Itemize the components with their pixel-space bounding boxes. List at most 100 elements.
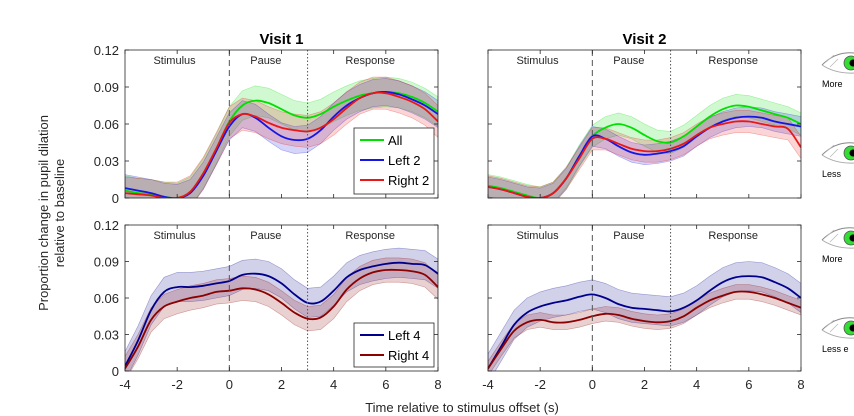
chart-panel-1: Stimulus Pause Response 0.12 0.09 0.06 0.03 0 Vi… — [94, 31, 439, 206]
y-tick-label: 0 — [112, 191, 119, 206]
x-tick-label: 8 — [797, 377, 804, 392]
eye-lid-bottom — [821, 154, 854, 164]
legend-entry: Left 4 — [388, 328, 421, 343]
eye-pupil — [849, 59, 854, 67]
plot-area — [125, 247, 438, 371]
error-band-left-2 — [125, 78, 438, 198]
x-tick-label: 6 — [745, 377, 752, 392]
phase-label: Response — [708, 230, 758, 242]
eye-lid-top — [821, 317, 854, 331]
eye-lashes — [825, 144, 839, 158]
x-tick-label: 0 — [589, 377, 596, 392]
y-tick-label: 0.06 — [94, 291, 119, 306]
series-line-right-2 — [488, 120, 801, 198]
side-label: More — [822, 254, 843, 264]
phase-label: Stimulus — [516, 55, 559, 67]
side-label: Less — [822, 169, 842, 179]
series-line-left-4 — [125, 261, 438, 367]
error-band-left-2 — [488, 106, 801, 198]
phase-label: Response — [708, 55, 758, 67]
x-tick-label: -2 — [534, 377, 546, 392]
eye-lashes — [825, 319, 839, 333]
eye-iris — [843, 55, 854, 71]
y-tick-label: 0.06 — [94, 117, 119, 132]
x-tick-label: -4 — [119, 377, 131, 392]
error-band-right-2 — [125, 76, 438, 198]
legend: Left 4 Right 4 — [353, 322, 435, 368]
x-tick-label: 4 — [330, 377, 337, 392]
eye-icon: Less e — [821, 317, 854, 354]
series-line-left-2 — [125, 90, 438, 198]
legend-box — [353, 322, 435, 368]
x-tick-label: 0 — [226, 377, 233, 392]
eye-lashes — [825, 229, 839, 243]
x-tick-label: 4 — [693, 377, 700, 392]
series-line-right-2 — [125, 91, 438, 198]
x-axis-label: Time relative to stimulus offset (s) — [365, 400, 559, 415]
plot-area — [125, 76, 438, 198]
plot-area — [488, 261, 801, 371]
series-line-left-4 — [488, 275, 801, 370]
legend-entry: Left 2 — [388, 153, 421, 168]
phase-label: Stimulus — [516, 230, 559, 242]
x-tick-label: 8 — [434, 377, 441, 392]
phase-label: Response — [345, 230, 395, 242]
eye-lid-bottom — [821, 329, 854, 339]
phase-label: Response — [345, 55, 395, 67]
x-tick-label: 2 — [278, 377, 285, 392]
phase-label: Pause — [250, 55, 281, 67]
eye-lashes — [825, 54, 839, 68]
eye-pupil — [849, 324, 854, 332]
phase-label: Stimulus — [153, 55, 196, 67]
y-tick-label: 0.09 — [94, 80, 119, 95]
eye-pupil — [849, 149, 854, 157]
panel-title: Visit 1 — [260, 31, 304, 48]
series-line-all — [488, 104, 801, 198]
chart-panel-3: Stimulus Pause Response0.120.090.060.030-4… — [94, 218, 442, 392]
phase-label: Pause — [250, 230, 281, 242]
chart-panel-2: Stimulus Pause Response Visit 2 — [487, 31, 802, 199]
x-tick-label: 2 — [641, 377, 648, 392]
eye-lid-bottom — [821, 239, 854, 249]
chart-panel-4: Stimulus Pause Response -4 -2 0 2 4 6 8 — [482, 224, 805, 392]
plot-area — [488, 94, 801, 198]
eye-iris — [843, 145, 854, 161]
eye-iris — [843, 320, 854, 336]
phase-label: Pause — [613, 230, 644, 242]
eye-pupil — [849, 234, 854, 242]
eye-iris — [843, 230, 854, 246]
side-label: More — [822, 79, 843, 89]
phase-label: Stimulus — [153, 230, 196, 242]
y-tick-label: 0.12 — [94, 43, 119, 58]
y-axis-label: Proportion change in pupil dilation — [36, 115, 51, 311]
y-tick-label: 0.12 — [94, 218, 119, 233]
series-line-right-4 — [488, 290, 801, 370]
error-band-all — [125, 76, 438, 198]
y-tick-label: 0.09 — [94, 255, 119, 270]
eye-icon: More — [821, 52, 854, 89]
side-label: Less e — [822, 344, 849, 354]
x-tick-label: -4 — [482, 377, 494, 392]
y-axis-label-line2: relative to baseline — [52, 159, 67, 267]
eye-icon: More — [821, 227, 854, 264]
legend-entry: Right 2 — [388, 173, 429, 188]
eye-lid-bottom — [821, 64, 854, 74]
series-line-left-2 — [488, 115, 801, 198]
eye-lid-top — [821, 227, 854, 241]
error-band-all — [488, 94, 801, 198]
error-band-left-4 — [488, 261, 801, 371]
legend-entry: All — [388, 133, 403, 148]
x-tick-label: -2 — [171, 377, 183, 392]
y-tick-label: 0.03 — [94, 328, 119, 343]
x-tick-label: 6 — [382, 377, 389, 392]
eye-lid-top — [821, 142, 854, 156]
error-band-right-4 — [488, 284, 801, 371]
y-tick-label: 0 — [112, 364, 119, 379]
panel-title: Visit 2 — [623, 31, 667, 48]
eye-icon: Less — [821, 142, 854, 179]
legend-entry: Right 4 — [388, 348, 429, 363]
legend: All Left 2 Right 2 — [353, 127, 435, 195]
series-line-right-4 — [125, 268, 438, 370]
y-tick-label: 0.03 — [94, 154, 119, 169]
